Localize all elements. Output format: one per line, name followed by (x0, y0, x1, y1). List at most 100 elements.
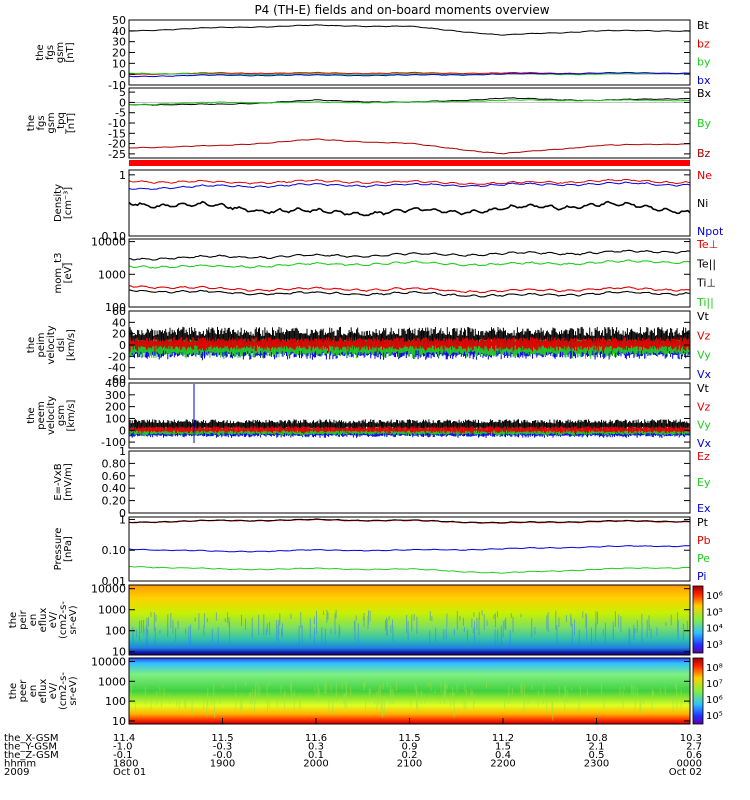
xaxis-row-label: 2009 (4, 767, 29, 778)
frame-efield (128, 450, 691, 514)
ylabel-efield: [mV/m] (63, 463, 74, 501)
xaxis-value: 10.8 (585, 733, 607, 744)
ylabel-peim_velocity: dsl (56, 338, 67, 352)
legend-temperature-ti: Ti|| (696, 296, 714, 309)
legend-peem_velocity-vt: Vt (697, 382, 710, 395)
ytick-label-peim_velocity: 60 (112, 305, 126, 318)
panel-peer_eflux: 10 100 1000 10000 the peer en eflux eV/(cm2-s-sr… (8, 655, 691, 728)
series-pressure-pe (128, 565, 691, 574)
ylabel-peir_eflux: eflux (38, 608, 49, 633)
ytick-label-peim_velocity: -60 (108, 373, 126, 386)
xaxis-value: 0.3 (308, 742, 324, 753)
ytick-label-fgs_gsm: 50 (112, 14, 126, 27)
xaxis-value: 1900 (210, 759, 235, 770)
legend-fgs_gsm_tpq-by: By (697, 117, 712, 130)
xaxis-value: 2300 (584, 759, 609, 770)
ylabel-peir_eflux: peir (18, 609, 29, 629)
xaxis-value: 11.5 (211, 733, 233, 744)
legend-fgs_gsm-bx: bx (697, 74, 711, 87)
ytick-label-fgs_gsm_tpq: 5 (119, 86, 126, 99)
legend-fgs_gsm_tpq-bz: Bz (697, 147, 711, 160)
ylabel-fgs_gsm: gsm (55, 42, 66, 63)
frame-fgs_gsm_tpq (128, 87, 691, 159)
xaxis-value: -0.1 (113, 750, 133, 761)
ylabel-density: [cm⁻³] (63, 187, 74, 219)
xaxis-value: 0.2 (402, 750, 418, 761)
legend-peem_velocity-vy: Vy (697, 419, 711, 432)
ylabel-peir_eflux: (cm2-s- (58, 601, 69, 639)
colorbar-tick-label: 10⁶ (706, 695, 723, 706)
colorbar-1 (692, 657, 704, 725)
colorbar-tick-label: 10³ (706, 640, 723, 651)
ylabel-fgs_gsm_tpq: _tpq (56, 112, 67, 135)
legend-peim_velocity-vz: Vz (697, 329, 711, 342)
figure-title: P4 (TH-E) fields and on-board moments ov… (254, 3, 549, 17)
series-fgs_gsm-bx (128, 71, 691, 78)
ytick-label-peim_velocity: 0 (119, 339, 126, 352)
ytick-label-peer_eflux: 100 (105, 695, 126, 708)
ylabel-fgs_gsm_tpq: the (26, 115, 37, 131)
legend-efield-ey: Ey (697, 476, 711, 489)
panel-temperature: 100 1000 10000 mom_t3 [eV] Te⊥ Te|| Ti⊥ Ti|| (53, 236, 718, 314)
ytick-label-temperature: 100 (105, 301, 126, 314)
xaxis-value: 11.5 (398, 733, 420, 744)
ylabel-pressure: Pressure (53, 528, 64, 571)
legend-pressure-pe: Pe (697, 552, 710, 565)
ytick-label-peem_velocity: 100 (105, 412, 126, 425)
frame-peir_eflux (128, 584, 691, 656)
legend-density-npot: Npot (697, 225, 724, 238)
ylabel-peir_eflux: eV/ (48, 611, 59, 628)
xaxis-row-label: the_Z-GSM (4, 750, 59, 761)
ytick-label-peim_velocity: 40 (112, 316, 126, 329)
series-temperature-te (128, 289, 691, 298)
series-temperature-te (129, 285, 691, 294)
xaxis-value: 11.2 (492, 733, 514, 744)
ytick-label-density: 1 (119, 169, 126, 182)
ylabel-peir_eflux: the (8, 612, 19, 628)
legend-efield-ex: Ex (697, 502, 711, 515)
ylabel-peem_velocity: the (26, 407, 37, 423)
legend-fgs_gsm-bt: Bt (697, 19, 710, 32)
ytick-label-fgs_gsm_tpq: -10 (108, 117, 126, 130)
ytick-label-peem_velocity: 0 (119, 424, 126, 437)
ytick-label-efield: 0.40 (102, 482, 127, 495)
series-temperature-ti (128, 259, 691, 269)
xaxis-value: -0.3 (213, 742, 233, 753)
ytick-label-temperature: 10000 (91, 236, 126, 249)
series-fgs_gsm_tpq-by (128, 99, 691, 106)
legend-density-ne: Ne (697, 169, 712, 182)
ylabel-fgs_gsm: [nT] (65, 42, 76, 62)
ytick-label-peem_velocity: 200 (105, 401, 126, 414)
series-pressure-pi (128, 545, 690, 553)
ytick-label-fgs_gsm_tpq: -25 (108, 148, 126, 161)
ytick-label-efield: 0.60 (102, 470, 127, 483)
ylabel-fgs_gsm_tpq: fgs (36, 115, 47, 130)
colorbar-group: 10⁶ 10⁵ 10⁴ 10³ 10⁸ 10⁷ 10⁶ 10⁵ (692, 585, 723, 725)
ylabel-peer_eflux: en (28, 685, 39, 698)
legend-peem_velocity-vz: Vz (697, 400, 711, 413)
ylabel-peem_velocity: peem (36, 401, 47, 429)
xaxis-value: 0.6 (686, 750, 702, 761)
series-fgs_gsm-bt (128, 24, 691, 36)
ytick-label-temperature: 1000 (98, 268, 126, 281)
ytick-label-fgs_gsm: 30 (112, 36, 126, 49)
xaxis-value: Oct 02 (669, 767, 702, 778)
ylabel-peir_eflux: sr-eV) (68, 605, 79, 634)
panel-density: 0.10 1 Density [cm⁻³] Ne Ni Npot (53, 169, 724, 243)
xaxis-value: 0.4 (495, 750, 511, 761)
ytick-label-peim_velocity: -20 (108, 350, 126, 363)
colorbar-tick-label: 10⁵ (706, 607, 723, 618)
ytick-label-fgs_gsm_tpq: 0 (119, 96, 126, 109)
xaxis-value: 1800 (113, 759, 138, 770)
xaxis-value: 11.4 (113, 733, 135, 744)
ylabel-peim_velocity: velocity (46, 325, 57, 364)
ylabel-fgs_gsm_tpq: [nT] (66, 113, 77, 133)
frame-pressure (128, 516, 691, 582)
ylabel-temperature: mom_t3 (53, 253, 64, 294)
panel-pressure: 0.01 0.10 1 Pressure [nPa] Pt Pb Pe Pi (53, 513, 711, 588)
legend-pressure-pi: Pi (697, 570, 706, 583)
ylabel-peim_velocity: the (26, 337, 37, 353)
xaxis-value: 0.5 (589, 750, 605, 761)
ytick-label-pressure: 0.10 (102, 544, 127, 557)
